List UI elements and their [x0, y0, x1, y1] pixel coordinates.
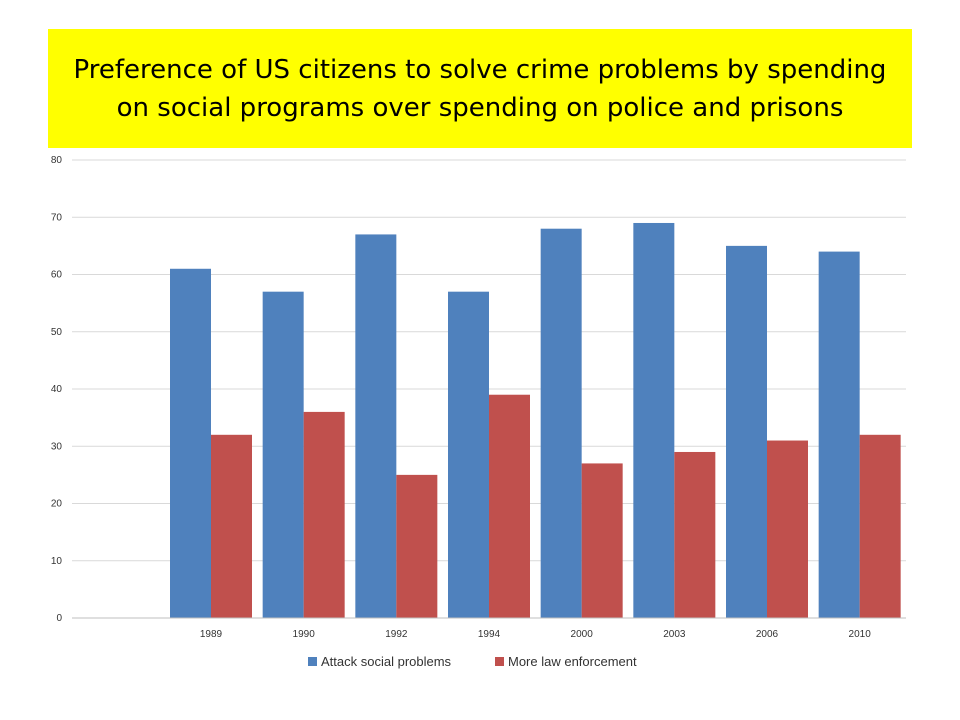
y-tick-label: 40	[51, 384, 63, 395]
y-axis: 0 10 20 30 40 50 60 70 80	[51, 155, 63, 624]
bar-more-law-enforcement-1992	[396, 474, 438, 618]
x-tick-label: 1990	[293, 629, 316, 640]
chart-title: Preference of US citizens to solve crime…	[73, 54, 887, 123]
title-banner: Preference of US citizens to solve crime…	[48, 29, 912, 148]
x-axis: 1989 1990 1992 1994 2000 2003 2006 2010	[72, 617, 906, 640]
y-tick-label: 0	[56, 613, 62, 624]
x-tick-label: 1992	[385, 629, 408, 640]
legend-swatch	[308, 657, 317, 666]
bar-attack-social-problems-2000	[540, 228, 582, 618]
y-tick-label: 20	[51, 499, 63, 510]
bar-more-law-enforcement-2000	[581, 463, 623, 618]
bar-attack-social-problems-2006	[726, 245, 767, 618]
y-tick-label: 10	[51, 556, 63, 567]
bar-attack-social-problems-2003	[633, 222, 675, 618]
bar-attack-social-problems-1994	[448, 291, 489, 618]
bar-attack-social-problems-1992	[355, 234, 397, 619]
bar-attack-social-problems-2010	[818, 251, 860, 618]
legend-label: Attack social problems	[321, 654, 452, 669]
y-tick-label: 60	[51, 270, 63, 281]
bar-more-law-enforcement-1990	[303, 411, 345, 618]
bar-more-law-enforcement-1994	[489, 394, 530, 618]
y-tick-label: 70	[51, 212, 63, 223]
x-tick-label: 1989	[200, 629, 223, 640]
x-tick-label: 1994	[478, 629, 501, 640]
y-tick-label: 80	[51, 155, 63, 166]
x-tick-label: 2010	[849, 629, 872, 640]
legend: Attack social problems More law enforceme…	[308, 654, 637, 669]
bar-more-law-enforcement-1989	[211, 434, 252, 618]
bar-more-law-enforcement-2003	[674, 451, 716, 618]
x-tick-label: 2006	[756, 629, 779, 640]
legend-label: More law enforcement	[508, 654, 637, 669]
bar-attack-social-problems-1989	[170, 268, 211, 618]
bar-more-law-enforcement-2006	[767, 440, 808, 618]
x-tick-label: 2000	[571, 629, 594, 640]
legend-swatch	[495, 657, 504, 666]
bar-more-law-enforcement-2010	[859, 434, 901, 618]
bar-attack-social-problems-1990	[262, 291, 304, 618]
bars	[170, 222, 901, 619]
y-tick-label: 50	[51, 327, 63, 338]
x-tick-label: 2003	[663, 629, 686, 640]
y-tick-label: 30	[51, 441, 63, 452]
